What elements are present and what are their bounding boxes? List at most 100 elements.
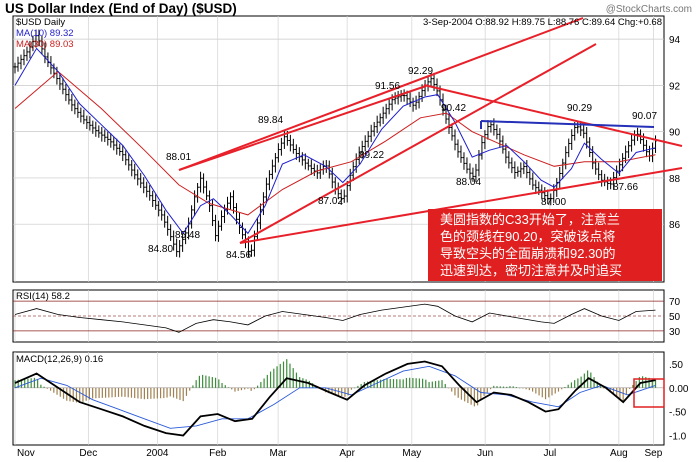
macd-histogram-bar — [402, 379, 404, 388]
macd-histogram-bar — [651, 378, 653, 388]
macd-histogram-bar — [564, 387, 566, 388]
macd-histogram-bar — [218, 379, 220, 388]
macd-histogram-bar — [279, 363, 281, 388]
macd-histogram-bar — [635, 381, 637, 388]
macd-histogram-bar — [612, 387, 615, 395]
rsi-line — [14, 303, 656, 333]
macd-histogram-bar — [344, 387, 346, 397]
macd-histogram-bar — [299, 377, 301, 388]
macd-histogram-bar — [596, 381, 598, 388]
macd-histogram-bar — [257, 385, 259, 388]
price-panel — [12, 15, 665, 283]
axis-labels: 86 88 90 92 94 Nov Dec 2004 Feb Mar Apr May Jun Jul Au… — [17, 35, 689, 459]
macd-histogram-bar — [396, 379, 398, 388]
macd-histogram-bar — [202, 374, 204, 388]
macd-histogram-bar — [525, 387, 527, 390]
macd-histogram-bar — [409, 377, 411, 388]
macd-histogram-bar — [515, 387, 518, 388]
annotation-box: 美圆指数的C33开始了，注意兰 色的颈线在90.20，突破该点将 导致空头的全面… — [428, 209, 662, 281]
macd-histogram-bar — [124, 387, 126, 397]
macd-histogram-bar — [121, 387, 123, 397]
macd-histogram-bar — [454, 387, 456, 396]
macd-histogram-bar — [599, 386, 602, 388]
macd-histogram-bar — [140, 387, 142, 399]
macd-histogram-bar — [457, 387, 459, 398]
x-tick-label: Mar — [269, 448, 287, 459]
macd-histogram-bar — [85, 387, 87, 401]
price-annotation-label: 88.01 — [166, 152, 191, 163]
macd-histogram-bar — [415, 378, 417, 388]
macd-histogram-bar — [512, 386, 514, 388]
ma30-line — [14, 70, 656, 216]
price-annotation-label: 88.04 — [456, 177, 481, 188]
macd-histogram-bar — [30, 378, 32, 388]
macd-histogram-bar — [104, 387, 107, 398]
macd-histogram-bar — [428, 382, 430, 388]
price-annotation-label: 90.42 — [441, 103, 466, 114]
macd-histogram-bar — [137, 387, 139, 399]
macd-histogram-bar — [483, 387, 485, 396]
macd-histogram-bar — [269, 371, 272, 388]
macd-histogram-bar — [473, 387, 475, 407]
x-tick-label: Feb — [209, 448, 227, 459]
macd-histogram-bar — [486, 387, 488, 393]
macd-histogram-bar — [289, 363, 291, 388]
price-annotation-label: 89.22 — [359, 150, 384, 161]
price-annotation-label: 87.66 — [613, 182, 638, 193]
macd-histogram-bar — [189, 387, 191, 391]
chart-title: US Dollar Index (End of Day) ($USD) — [5, 1, 237, 16]
ohlc-readout: 3-Sep-2004 O:88.92 H:89.75 L:88.76 C:89.… — [423, 17, 662, 28]
macd-histogram-bar — [405, 378, 408, 388]
macd-histogram-bar — [544, 387, 547, 400]
macd-histogram-bar — [98, 387, 100, 399]
macd-histogram-bar — [266, 374, 268, 388]
macd-histogram-bar — [438, 380, 440, 388]
macd-histogram-bar — [156, 387, 158, 399]
macd-histogram-bar — [49, 387, 52, 391]
macd-histogram-bar — [480, 387, 482, 400]
macd-histogram-bar — [185, 387, 188, 396]
macd-histogram-bar — [159, 387, 162, 399]
rsi-layer — [13, 300, 664, 333]
macd-histogram-bar — [17, 379, 19, 388]
macd-tick-label: .50 — [669, 360, 683, 371]
macd-histogram-bar — [211, 377, 213, 388]
x-tick-label: Jun — [477, 448, 493, 459]
macd-histogram-bar — [114, 387, 116, 398]
price-annotation-label: 91.56 — [375, 81, 400, 92]
macd-histogram-bar — [383, 379, 385, 388]
macd-histogram-bar — [541, 387, 543, 398]
price-annotation-label: 84.80 — [148, 244, 173, 255]
macd-histogram-bar — [108, 387, 110, 398]
price-tick-label: 88 — [669, 174, 681, 185]
macd-histogram-bar — [79, 387, 81, 404]
macd-histogram-bar — [477, 387, 479, 406]
macd-histogram-bar — [574, 380, 576, 388]
watermark: @StockCharts.com — [606, 4, 692, 15]
macd-histogram-bar — [130, 387, 133, 398]
macd-histogram-bar — [253, 387, 255, 390]
macd-histogram-bar — [134, 387, 136, 399]
macd-histogram-bar — [14, 380, 16, 388]
macd-histogram-bar — [422, 378, 424, 388]
macd-histogram-bar — [583, 373, 585, 388]
macd-histogram-bar — [227, 387, 230, 388]
channel-mid-line — [178, 85, 427, 171]
macd-histogram-bar — [399, 379, 401, 388]
macd-histogram-bar — [208, 376, 210, 388]
macd-histogram-bar — [557, 387, 560, 392]
macd-histogram-bar — [117, 387, 120, 397]
macd-histogram-bar — [153, 387, 155, 399]
macd-histogram-bar — [282, 361, 285, 388]
wedge-upper-line — [423, 84, 683, 147]
macd-histogram-bar — [276, 366, 278, 388]
macd-histogram-bar — [360, 383, 362, 388]
macd-histogram-bar — [244, 387, 246, 390]
macd-histogram-bar — [20, 379, 23, 388]
macd-histogram-bar — [603, 387, 605, 389]
x-tick-label: Jul — [543, 448, 556, 459]
macd-histogram-bar — [629, 387, 631, 389]
price-tick-label: 92 — [669, 81, 681, 92]
x-tick-label: 2004 — [146, 448, 169, 459]
